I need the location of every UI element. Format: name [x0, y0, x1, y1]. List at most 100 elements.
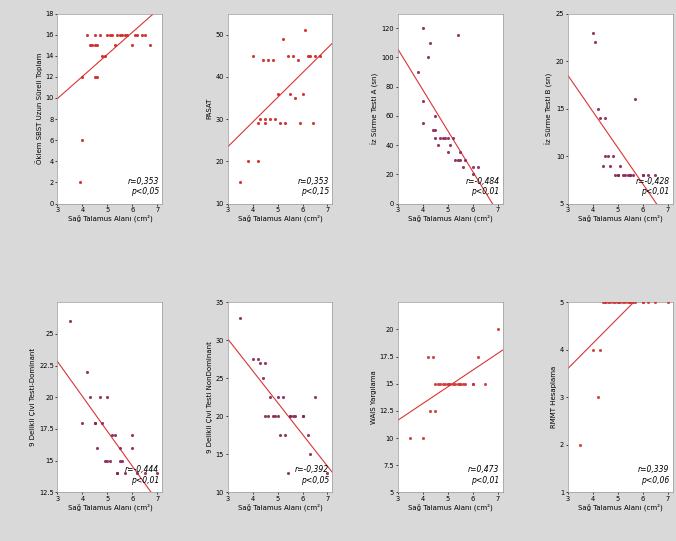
- Point: [114, 444, 125, 452]
- Point: [280, 431, 291, 440]
- Point: [235, 313, 245, 322]
- Y-axis label: İz Sürme Testi A (sn): İz Sürme Testi A (sn): [370, 73, 379, 144]
- Point: [64, 317, 75, 326]
- Point: [105, 456, 116, 465]
- Point: [107, 431, 118, 440]
- Point: [467, 163, 478, 171]
- Point: [607, 151, 618, 160]
- Point: [274, 119, 285, 128]
- Text: r=-0,428
p<0,01: r=-0,428 p<0,01: [635, 176, 669, 196]
- Point: [592, 104, 603, 113]
- Point: [622, 298, 633, 307]
- Point: [442, 379, 453, 388]
- Point: [642, 171, 653, 180]
- Point: [637, 171, 648, 180]
- Point: [595, 114, 606, 122]
- Point: [595, 346, 606, 354]
- Point: [287, 412, 298, 421]
- Point: [450, 155, 460, 164]
- Point: [625, 298, 635, 307]
- Point: [437, 379, 448, 388]
- X-axis label: Sağ Talamus Alanı (cm²): Sağ Talamus Alanı (cm²): [238, 214, 322, 222]
- Y-axis label: WAIS Yargılama: WAIS Yargılama: [370, 371, 377, 424]
- Point: [630, 95, 641, 103]
- Point: [612, 298, 623, 307]
- Point: [430, 379, 441, 388]
- Point: [272, 89, 283, 98]
- Point: [285, 412, 295, 421]
- Point: [452, 155, 463, 164]
- Point: [492, 325, 503, 334]
- Y-axis label: RMMT Hesaplama: RMMT Hesaplama: [551, 366, 557, 428]
- Point: [587, 346, 598, 354]
- Point: [112, 469, 123, 478]
- Point: [260, 115, 270, 123]
- Point: [412, 68, 423, 76]
- Text: r=-0,392
p<0,05: r=-0,392 p<0,05: [295, 465, 329, 485]
- Point: [297, 412, 308, 421]
- Point: [425, 406, 435, 415]
- Text: r=0,353
p<0,05: r=0,353 p<0,05: [128, 176, 160, 196]
- Point: [110, 41, 120, 50]
- Point: [139, 469, 150, 478]
- Point: [252, 157, 263, 166]
- Point: [89, 30, 100, 39]
- Point: [637, 171, 648, 180]
- Point: [297, 412, 308, 421]
- Point: [625, 171, 635, 180]
- Point: [87, 41, 98, 50]
- Point: [255, 115, 266, 123]
- Point: [84, 41, 95, 50]
- Point: [637, 298, 648, 307]
- Point: [107, 30, 118, 39]
- Point: [435, 134, 445, 142]
- Point: [280, 119, 291, 128]
- Text: r=0,339
p<0,06: r=0,339 p<0,06: [638, 465, 669, 485]
- Text: r=0,473
p<0,01: r=0,473 p<0,01: [468, 465, 500, 485]
- Point: [302, 431, 313, 440]
- Point: [92, 444, 103, 452]
- Point: [82, 368, 93, 377]
- Y-axis label: PASAT: PASAT: [207, 98, 213, 119]
- Point: [257, 374, 268, 382]
- Point: [89, 418, 100, 427]
- Point: [264, 393, 275, 401]
- Point: [105, 30, 116, 39]
- Point: [600, 151, 610, 160]
- Point: [627, 171, 638, 180]
- Point: [602, 298, 613, 307]
- Point: [467, 170, 478, 179]
- Point: [152, 469, 163, 478]
- Point: [422, 352, 433, 361]
- Point: [117, 456, 128, 465]
- Point: [252, 119, 263, 128]
- Point: [122, 30, 133, 39]
- Point: [610, 298, 621, 307]
- Point: [637, 298, 648, 307]
- Point: [607, 298, 618, 307]
- Point: [112, 469, 123, 478]
- Point: [455, 155, 466, 164]
- Point: [617, 171, 628, 180]
- Point: [272, 393, 283, 401]
- Point: [299, 26, 310, 35]
- Point: [89, 418, 100, 427]
- Point: [445, 379, 456, 388]
- Point: [114, 30, 125, 39]
- Point: [289, 412, 300, 421]
- Text: r=-0,444
p<0,01: r=-0,444 p<0,01: [125, 465, 160, 485]
- Point: [467, 379, 478, 388]
- Point: [314, 51, 325, 60]
- Point: [84, 393, 95, 401]
- Point: [620, 171, 631, 180]
- Point: [427, 126, 438, 135]
- Point: [597, 298, 608, 307]
- Point: [455, 148, 466, 157]
- Point: [242, 157, 253, 166]
- Point: [439, 134, 450, 142]
- X-axis label: Sağ Talamus Alanı (cm²): Sağ Talamus Alanı (cm²): [408, 214, 492, 222]
- Point: [132, 469, 143, 478]
- Point: [292, 56, 303, 64]
- Point: [282, 51, 293, 60]
- Point: [305, 51, 316, 60]
